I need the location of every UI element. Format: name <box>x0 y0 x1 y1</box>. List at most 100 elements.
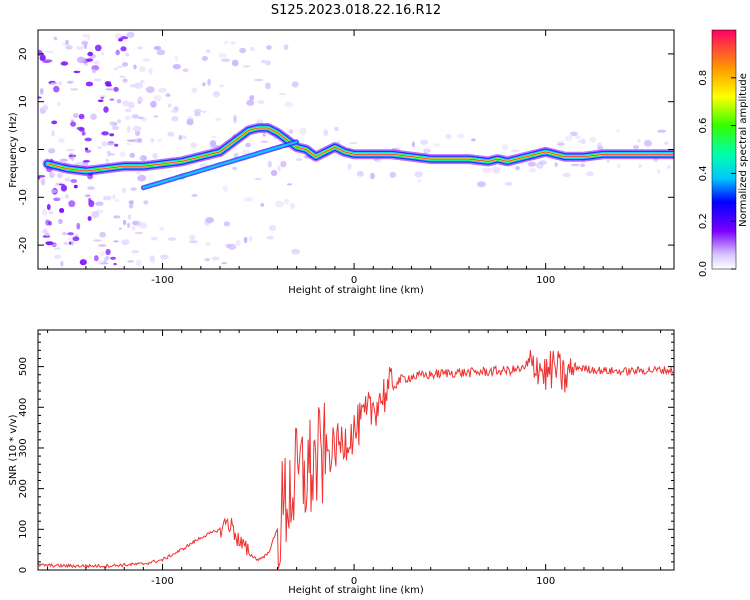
noise-speckle <box>123 78 128 82</box>
noise-speckle <box>191 87 198 94</box>
noise-speckle <box>109 98 115 101</box>
noise-speckle <box>286 183 292 186</box>
noise-speckle <box>39 88 44 95</box>
noise-speckle <box>127 214 132 220</box>
noise-speckle <box>105 88 114 91</box>
noise-speckle <box>45 241 54 246</box>
noise-speckle <box>91 211 100 218</box>
noise-speckle <box>126 143 131 145</box>
noise-speckle <box>97 146 101 149</box>
noise-speckle <box>128 200 134 205</box>
noise-speckle <box>112 125 119 131</box>
noise-speckle <box>191 194 198 197</box>
noise-speckle <box>81 131 86 136</box>
noise-speckle <box>103 106 109 113</box>
noise-speckle <box>657 129 667 133</box>
noise-speckle <box>262 133 267 137</box>
noise-speckle <box>127 125 131 133</box>
noise-speckle <box>109 153 116 156</box>
noise-speckle <box>219 84 224 88</box>
noise-speckle <box>113 215 121 219</box>
noise-speckle <box>51 130 55 137</box>
noise-speckle <box>666 164 672 169</box>
noise-speckle <box>643 139 653 147</box>
noise-speckle <box>119 75 126 78</box>
noise-speckle <box>150 236 158 241</box>
noise-speckle <box>57 196 64 199</box>
noise-speckle <box>218 53 227 58</box>
noise-speckle <box>67 237 73 240</box>
noise-speckle <box>58 183 65 186</box>
noise-speckle <box>57 173 63 179</box>
noise-speckle <box>284 198 290 205</box>
noise-speckle <box>136 138 143 143</box>
noise-speckle <box>65 39 69 45</box>
noise-speckle <box>76 222 81 230</box>
noise-speckle <box>78 127 85 132</box>
noise-speckle <box>49 189 58 194</box>
noise-speckle <box>114 143 119 147</box>
noise-speckle <box>105 255 110 261</box>
noise-speckle <box>62 232 67 236</box>
noise-speckle <box>140 155 147 162</box>
noise-speckle <box>347 163 352 170</box>
snr-panel: -100 0 100 0 100 200 300 400 500 Height of strai… <box>8 329 675 596</box>
noise-speckle <box>152 152 158 159</box>
noise-speckle <box>99 251 106 257</box>
spectrogram-ytick-label: 20 <box>18 48 29 61</box>
noise-speckle <box>134 231 144 235</box>
noise-speckle <box>70 88 79 91</box>
noise-speckle <box>115 49 120 56</box>
noise-speckle <box>137 46 143 50</box>
noise-speckle <box>456 134 465 138</box>
spectrogram-xtick-label: -100 <box>151 275 174 286</box>
ridge-band-layer <box>47 127 674 172</box>
noise-speckle <box>249 46 255 52</box>
noise-speckle <box>270 169 278 177</box>
noise-speckle <box>125 53 130 57</box>
noise-speckle <box>156 139 163 142</box>
noise-speckle <box>139 222 147 229</box>
noise-speckle <box>570 163 580 167</box>
noise-speckle <box>278 92 287 95</box>
noise-speckle <box>94 44 102 52</box>
noise-speckle <box>420 139 429 145</box>
noise-speckle <box>232 166 238 171</box>
noise-speckle <box>264 60 271 66</box>
noise-speckle <box>295 158 303 161</box>
noise-speckle <box>493 167 501 175</box>
noise-speckle <box>160 254 169 260</box>
noise-speckle <box>482 167 491 174</box>
noise-speckle <box>138 66 146 73</box>
noise-speckle <box>589 137 597 143</box>
noise-speckle <box>60 61 69 66</box>
noise-speckle <box>90 113 97 120</box>
noise-speckle <box>113 240 119 243</box>
noise-speckle <box>76 56 86 64</box>
noise-speckle <box>73 184 78 189</box>
noise-speckle <box>205 217 214 224</box>
noise-speckle <box>41 230 49 234</box>
noise-speckle <box>180 135 188 140</box>
noise-speckle <box>205 242 211 246</box>
noise-speckle <box>267 161 272 168</box>
noise-speckle <box>189 234 196 241</box>
figure-title: S125.2023.018.22.16.R12 <box>271 3 441 18</box>
noise-speckle <box>42 104 49 111</box>
noise-speckle <box>254 78 264 82</box>
noise-speckle <box>60 260 64 267</box>
noise-speckle <box>266 45 272 50</box>
noise-speckle <box>141 116 147 122</box>
noise-speckle <box>170 109 179 113</box>
noise-speckle <box>433 143 441 147</box>
noise-speckle <box>242 149 251 155</box>
snr-ylabel: SNR (10 * v/v) <box>8 414 19 485</box>
noise-speckle <box>471 138 476 142</box>
noise-speckle <box>606 159 611 163</box>
spectrogram-xtick-label: 0 <box>351 275 357 286</box>
noise-speckle <box>137 174 147 182</box>
noise-speckle <box>256 119 264 124</box>
noise-speckle <box>562 172 571 178</box>
noise-speckle <box>105 158 109 164</box>
